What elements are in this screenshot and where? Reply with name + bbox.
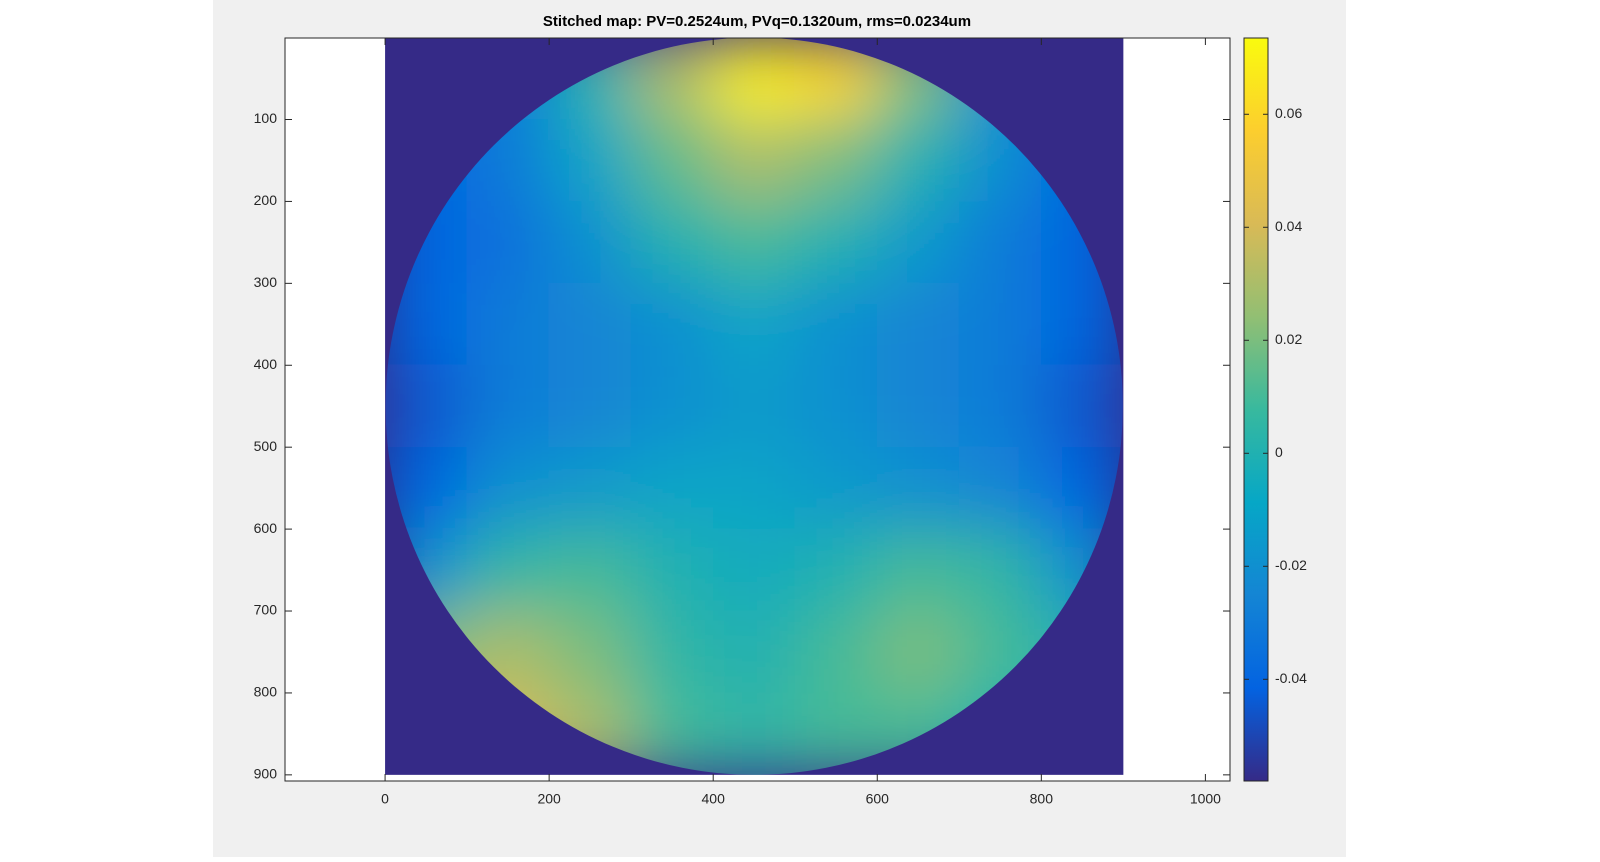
heat-cell	[794, 446, 878, 530]
heat-cell	[876, 610, 960, 694]
heat-cell	[548, 528, 632, 612]
y-tick-label: 800	[254, 684, 278, 700]
colorbar-tick-label: 0.02	[1275, 331, 1302, 347]
plot-area	[385, 38, 1124, 775]
heat-cell	[794, 528, 878, 612]
heat-cell	[1040, 364, 1123, 448]
heat-cell	[712, 119, 796, 202]
y-tick-label: 600	[254, 520, 278, 536]
heat-cell	[466, 282, 550, 366]
colorbar-tick-label: -0.04	[1275, 670, 1307, 686]
heat-cell	[876, 364, 960, 448]
heat-cell	[876, 282, 960, 366]
x-tick-label: 200	[537, 791, 561, 807]
heat-cell	[630, 282, 714, 366]
x-tick-label: 400	[702, 791, 726, 807]
chart-title: Stitched map: PV=0.2524um, PVq=0.1320um,…	[543, 13, 971, 30]
heat-cell	[958, 200, 1042, 284]
heat-cell	[958, 528, 1042, 612]
heat-cell	[794, 119, 878, 202]
heat-cell	[548, 200, 632, 284]
axes-box	[284, 37, 1231, 782]
heat-cell	[712, 364, 796, 448]
heat-cell	[876, 119, 960, 202]
heat-cell	[466, 528, 550, 612]
heat-cell	[876, 200, 960, 284]
heat-cell	[385, 364, 468, 448]
heat-cell	[876, 446, 960, 530]
heat-cell	[958, 364, 1042, 448]
heat-cell	[630, 119, 714, 202]
y-tick-label: 300	[254, 274, 278, 290]
heat-cell	[712, 200, 796, 284]
heat-cell	[794, 200, 878, 284]
surface-cells	[385, 38, 1123, 775]
x-tick-label: 1000	[1190, 791, 1221, 807]
heat-cell	[712, 528, 796, 612]
heat-cell	[712, 38, 796, 121]
surface	[385, 38, 1123, 775]
heat-cell	[958, 446, 1042, 530]
heat-cell	[630, 528, 714, 612]
heat-cell	[548, 364, 632, 448]
heat-cell	[712, 692, 796, 775]
heat-cell	[548, 610, 632, 694]
y-tick-label: 900	[254, 766, 278, 782]
y-tick-label: 200	[254, 192, 278, 208]
heat-cell	[794, 282, 878, 366]
heat-cell	[712, 446, 796, 530]
heat-cell	[548, 119, 632, 202]
colorbar-tick-label: 0.06	[1275, 105, 1302, 121]
y-tick-label: 100	[254, 110, 278, 126]
x-tick-label: 800	[1030, 791, 1054, 807]
heat-cell	[630, 364, 714, 448]
heat-cell	[630, 200, 714, 284]
colorbar-tick-label: 0	[1275, 444, 1283, 460]
x-tick-label: 600	[866, 791, 890, 807]
heat-cell	[712, 282, 796, 366]
heat-cell	[958, 282, 1042, 366]
colorbar	[1243, 37, 1269, 782]
heat-cell	[548, 282, 632, 366]
colorbar-tick-label: -0.02	[1275, 557, 1307, 573]
y-tick-label: 400	[254, 356, 278, 372]
y-tick-label: 700	[254, 602, 278, 618]
y-tick-label: 500	[254, 438, 278, 454]
heat-cell	[794, 610, 878, 694]
heat-cell	[630, 610, 714, 694]
heat-cell	[712, 610, 796, 694]
heat-cell	[630, 446, 714, 530]
ticks: 0 200 400 600 800 1000 100 200 300 400 500 600 700 80…	[254, 38, 1307, 807]
heat-cell	[794, 364, 878, 448]
heat-cell	[466, 364, 550, 448]
x-tick-label: 0	[381, 791, 389, 807]
heat-cell	[876, 528, 960, 612]
colorbar-tick-label: 0.04	[1275, 218, 1302, 234]
heat-cell	[548, 446, 632, 530]
heat-cell	[466, 446, 550, 530]
heat-cell	[466, 200, 550, 284]
